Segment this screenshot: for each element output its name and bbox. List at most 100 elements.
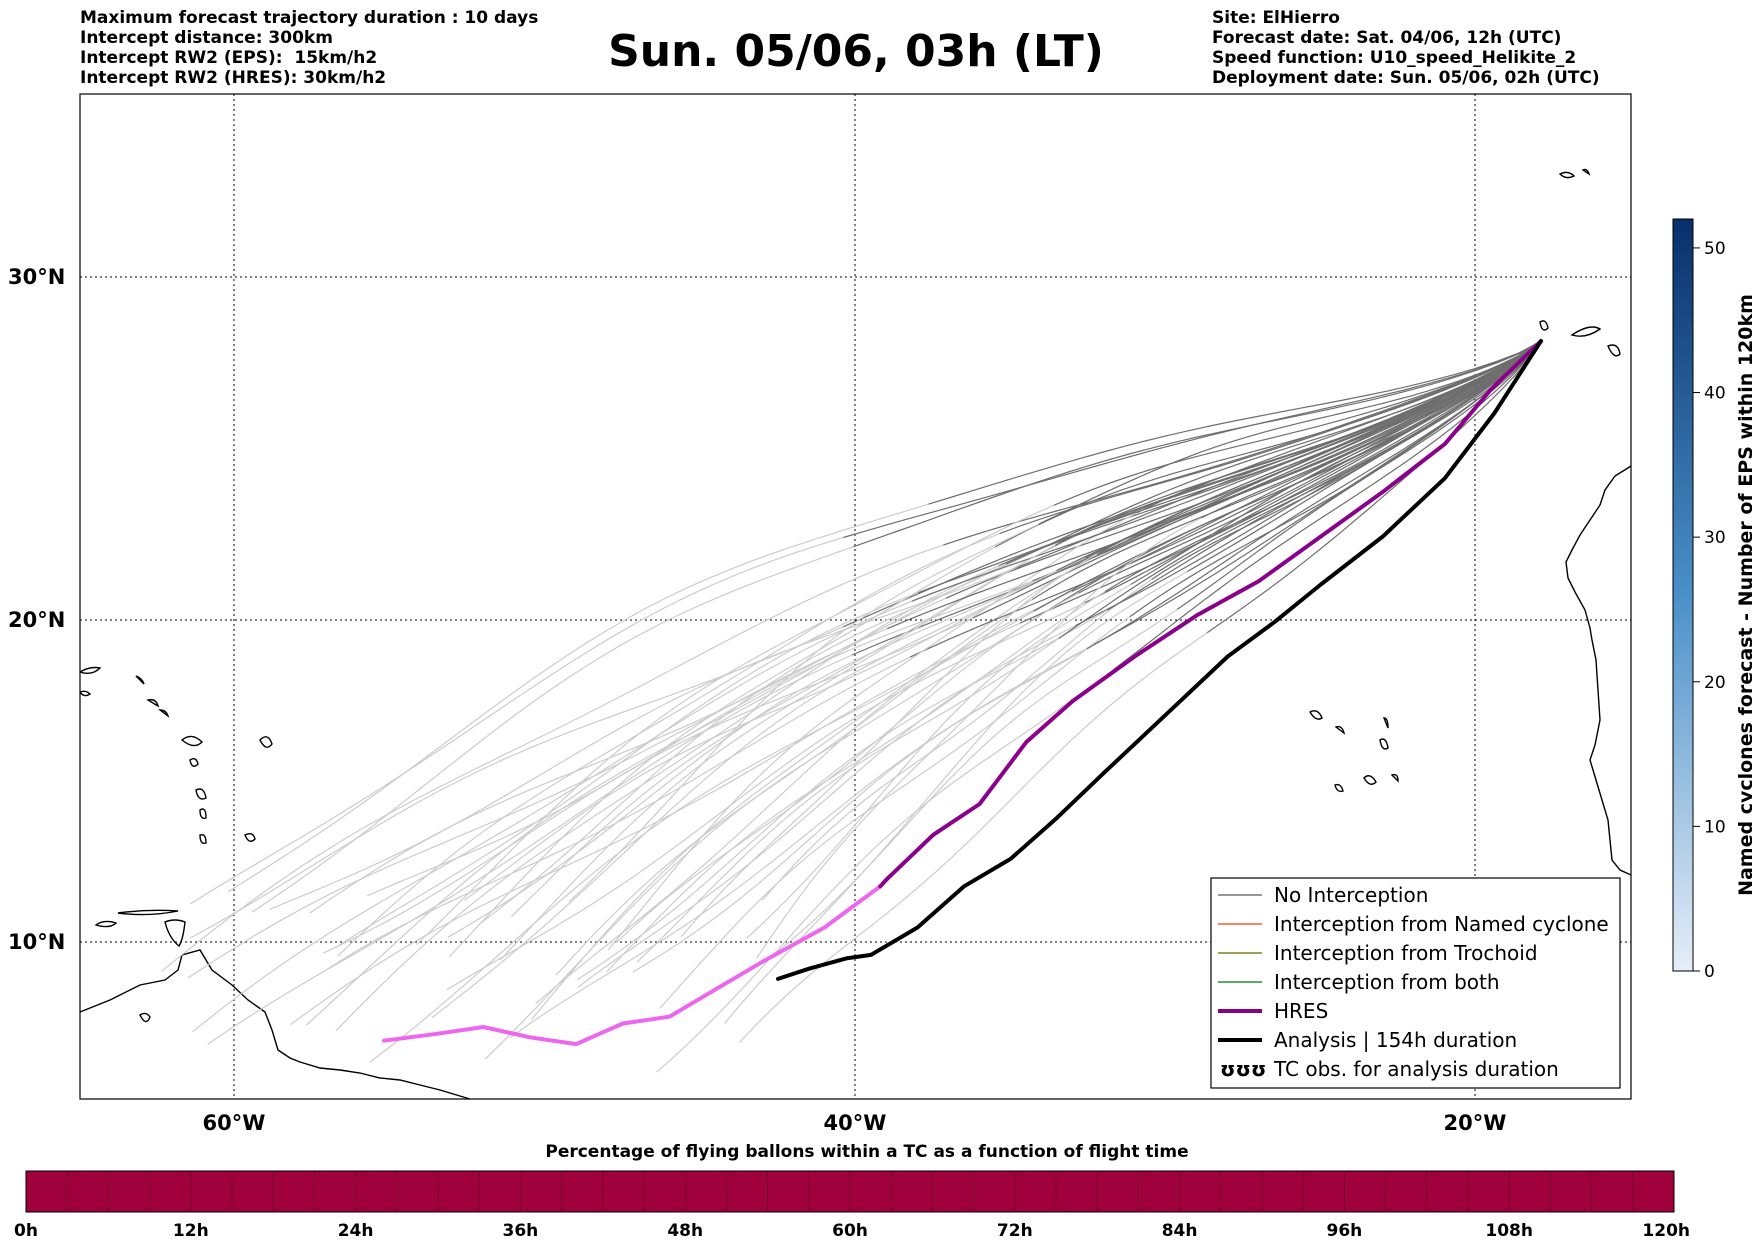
tc-percentage-tick-label: 60h — [832, 1221, 868, 1241]
ensemble-track-early — [761, 608, 1178, 965]
coastline-africa — [1565, 465, 1631, 876]
ensemble-track-late — [1104, 340, 1542, 593]
ensemble-track-early — [416, 504, 1055, 945]
ensemble-track-late — [1086, 340, 1542, 650]
hres-track-early — [382, 884, 883, 1047]
header-right-line: Deployment date: Sun. 05/06, 02h (UTC) — [1212, 68, 1600, 88]
ensemble-track-early — [739, 632, 1208, 1043]
ensemble-track-early — [531, 551, 1104, 1020]
ensemble-track-late — [1053, 340, 1542, 506]
ensemble-track-early — [576, 609, 1108, 981]
header-right-line: Forecast date: Sat. 04/06, 12h (UTC) — [1212, 28, 1562, 48]
ensemble-track-late — [943, 340, 1542, 546]
ensemble-track-late — [1005, 340, 1542, 565]
ensemble-track-early — [337, 533, 1000, 957]
header-left-line: Maximum forecast trajectory duration : 1… — [80, 8, 539, 28]
ensemble-track-early — [289, 622, 1021, 1026]
main-tracks — [382, 339, 1543, 1047]
ensemble-track-late — [1186, 340, 1542, 573]
colorbar-tick-label: 50 — [1704, 239, 1726, 259]
colorbar-tick-label: 40 — [1704, 384, 1726, 404]
ensemble-track-early — [335, 565, 999, 1032]
ensemble-track-late — [994, 340, 1542, 548]
coastline-south-america — [80, 949, 471, 1099]
legend-label: Interception from Named cyclone — [1274, 912, 1609, 936]
tc-percentage-tick-label: 0h — [14, 1221, 38, 1241]
tc-percentage-tick-label: 36h — [503, 1221, 539, 1241]
ensemble-track-early — [636, 637, 1060, 963]
ensemble-track-late — [1055, 340, 1542, 546]
ensemble-track-late — [1130, 340, 1542, 586]
ensemble-track-early — [509, 643, 1095, 1039]
ensemble-track-early — [369, 610, 1034, 1063]
colorbar-tick-label: 0 — [1704, 962, 1715, 982]
legend-label: Interception from both — [1274, 970, 1500, 994]
ensemble-track-late — [1071, 340, 1542, 592]
ensemble-track-early — [659, 616, 1131, 1009]
ensemble-track-late — [1078, 340, 1542, 594]
tc-percentage-tick-label: 84h — [1162, 1221, 1198, 1241]
ensemble-track-early — [269, 569, 1012, 910]
ensemble-track-late — [1038, 340, 1542, 525]
ensemble-track-early — [724, 571, 1188, 1024]
ensemble-track-early — [187, 628, 888, 979]
tc-percentage-title: Percentage of flying ballons within a TC… — [545, 1142, 1188, 1162]
legend-label: HRES — [1274, 999, 1328, 1023]
ensemble-track-early — [251, 546, 854, 913]
ensemble-track-late — [853, 340, 1542, 548]
legend-symbol: ʊʊʊ — [1220, 1057, 1266, 1081]
header-right-line: Site: ElHierro — [1212, 8, 1340, 28]
ensemble-track-early — [334, 592, 919, 949]
lon-tick-label: 60°W — [203, 1111, 266, 1135]
ensemble-track-late — [1044, 340, 1542, 548]
ensemble-track-early — [632, 648, 1088, 973]
ensemble-track-late — [843, 340, 1542, 539]
coastlines — [80, 168, 1631, 1099]
header-right: Site: ElHierro Forecast date: Sat. 04/06… — [1212, 8, 1600, 88]
ensemble-track-early — [606, 591, 1106, 973]
ensemble-track-early — [190, 536, 844, 905]
lon-tick-label: 40°W — [824, 1111, 887, 1135]
legend-label: TC obs. for analysis duration — [1273, 1057, 1559, 1081]
tc-percentage-tick-label: 48h — [667, 1221, 703, 1241]
ensemble-track-early — [484, 620, 1032, 1060]
legend-label: Interception from Trochoid — [1274, 941, 1538, 965]
colorbar: 0 10 20 30 40 50 Named cyclones forecast - Nu… — [1672, 218, 1752, 982]
ensemble-track-early — [746, 583, 1132, 939]
tc-percentage-tick-label: 24h — [338, 1221, 374, 1241]
colorbar-tick-label: 30 — [1704, 528, 1726, 548]
colorbar-label: Named cyclones forecast - Number of EPS … — [1735, 294, 1752, 896]
map-frame — [79, 93, 1632, 1100]
ensemble-track-early — [463, 570, 1057, 901]
ensemble-track-early — [447, 557, 1086, 938]
tc-percentage-tick-label: 120h — [1642, 1221, 1690, 1241]
tc-percentage-tick-label: 12h — [173, 1221, 209, 1241]
ensemble-trajectories — [161, 340, 1542, 1073]
ensemble-track-late — [1151, 340, 1542, 580]
lon-tick-label: 20°W — [1444, 1111, 1507, 1135]
map-gridlines — [80, 94, 1631, 1099]
colorbar-gradient — [1672, 218, 1694, 972]
ensemble-track-late — [1206, 340, 1542, 634]
ensemble-track-early — [510, 551, 1044, 918]
ensemble-track-early — [607, 512, 1138, 951]
coastline-caribbean-islands — [80, 666, 273, 1023]
ensemble-track-early — [577, 625, 1076, 988]
legend-label: Analysis | 154h duration — [1274, 1028, 1517, 1052]
header-right-line: Speed function: U10_speed_Helikite_2 — [1212, 48, 1577, 68]
ensemble-track-early — [756, 517, 1202, 959]
ensemble-track-early — [227, 503, 929, 893]
ensemble-track-early — [656, 669, 1114, 1073]
coastline-cape-verde — [1309, 710, 1399, 793]
ensemble-track-early — [192, 600, 913, 1033]
coastline-canary-islands — [1539, 168, 1621, 357]
ensemble-track-early — [680, 553, 1098, 938]
colorbar-tick-label: 20 — [1704, 673, 1726, 693]
tc-percentage-bar: Percentage of flying ballons within a TC… — [14, 1142, 1690, 1241]
ensemble-track-early — [207, 654, 853, 1045]
ensemble-track-late — [1056, 340, 1542, 572]
header-left: Maximum forecast trajectory duration : 1… — [80, 8, 538, 88]
header-left-line: Intercept RW2 (EPS): 15km/h2 — [80, 48, 378, 68]
tc-percentage-tick-label: 96h — [1327, 1221, 1363, 1241]
